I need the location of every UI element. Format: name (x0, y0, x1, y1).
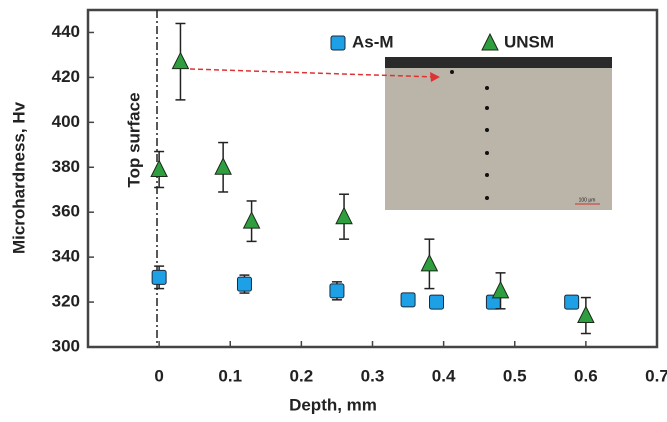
y-tick-label: 320 (52, 292, 80, 311)
y-tick-label: 360 (52, 202, 80, 221)
x-tick-label: 0.5 (503, 366, 527, 385)
y-tick-label: 440 (52, 22, 80, 41)
inset-edge (385, 57, 612, 68)
x-tick-label: 0.3 (361, 366, 385, 385)
y-tick-label: 400 (52, 112, 80, 131)
legend-marker (330, 35, 346, 51)
point (242, 211, 261, 229)
legend-marker (481, 32, 499, 51)
point (214, 157, 232, 175)
y-tick-label: 300 (52, 336, 80, 355)
point (564, 294, 580, 310)
legend-label: UNSM (504, 32, 554, 51)
point (171, 51, 190, 70)
point (151, 269, 167, 285)
x-tick-label: 0.4 (432, 366, 456, 385)
scale-label: 100 μm (579, 197, 596, 203)
arrow (189, 68, 437, 78)
point (429, 294, 445, 310)
point (491, 280, 510, 299)
point (420, 253, 439, 272)
point (335, 206, 353, 225)
annotation: Top surface (124, 92, 143, 187)
x-tick-label: 0 (154, 366, 163, 385)
point (150, 159, 168, 178)
point (329, 283, 345, 299)
arrow-head (430, 72, 440, 82)
point (400, 292, 416, 308)
inset-photo (385, 57, 612, 210)
inset-image: 100 μm (385, 57, 612, 210)
point (236, 276, 252, 292)
y-tick-label: 380 (52, 157, 80, 176)
y-axis-label: Microhardness, Hv (9, 101, 28, 254)
legend-label: As-M (352, 32, 394, 51)
x-axis-label: Depth, mm (289, 395, 377, 414)
x-tick-label: 0.6 (574, 366, 598, 385)
x-tick-label: 0.7 (645, 366, 667, 385)
y-tick-label: 420 (52, 67, 80, 86)
point (577, 305, 595, 324)
x-tick-label: 0.2 (290, 366, 314, 385)
x-tick-label: 0.1 (218, 366, 242, 385)
y-tick-label: 340 (52, 247, 80, 266)
indents (450, 70, 489, 200)
